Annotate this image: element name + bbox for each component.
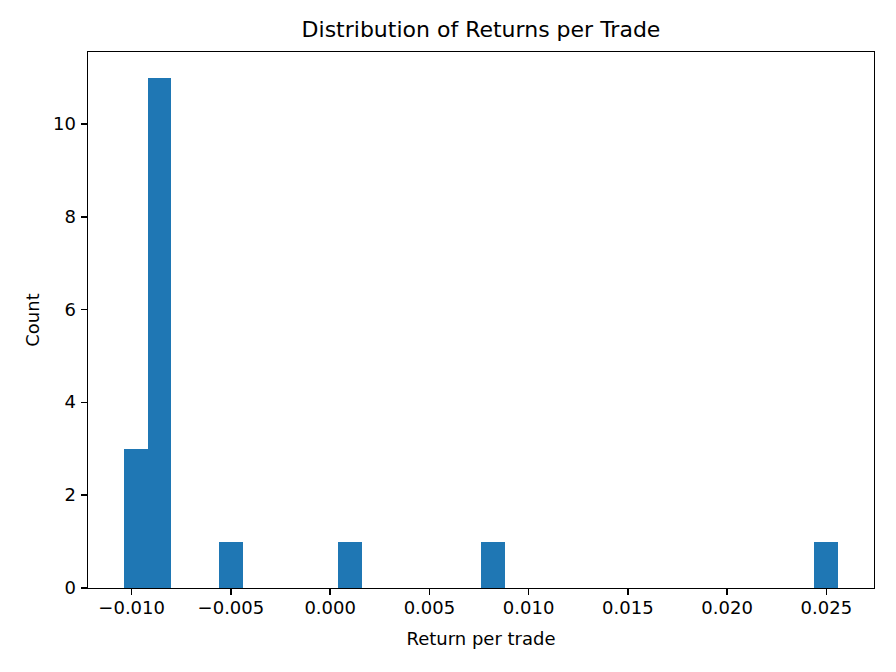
x-tick-label: 0.010 [503, 599, 555, 617]
y-axis-label: Count [22, 293, 44, 346]
x-tick-label: 0.020 [701, 599, 753, 617]
x-tick-label: −0.005 [198, 599, 265, 617]
x-tick-label: 0.000 [304, 599, 356, 617]
x-tick-mark [528, 588, 530, 595]
histogram-bar [148, 78, 172, 588]
x-tick-label: 0.015 [602, 599, 654, 617]
x-tick-mark [329, 588, 331, 595]
x-tick-label: −0.010 [98, 599, 165, 617]
y-tick-label: 8 [65, 208, 76, 226]
y-tick-mark [81, 309, 88, 311]
y-tick-mark [81, 494, 88, 496]
y-tick-label: 10 [53, 115, 76, 133]
histogram-bar [338, 542, 362, 588]
x-tick-mark [826, 588, 828, 595]
y-tick-mark [81, 123, 88, 125]
y-tick-mark [81, 402, 88, 404]
y-tick-label: 4 [65, 393, 76, 411]
figure: Distribution of Returns per Trade −0.010… [0, 0, 896, 672]
y-tick-mark [81, 587, 88, 589]
x-tick-label: 0.025 [801, 599, 853, 617]
x-tick-mark [230, 588, 232, 595]
x-axis-label: Return per trade [87, 628, 875, 650]
x-tick-mark [726, 588, 728, 595]
x-tick-mark [131, 588, 133, 595]
x-tick-label: 0.005 [404, 599, 456, 617]
chart-title: Distribution of Returns per Trade [87, 17, 875, 43]
y-tick-mark [81, 216, 88, 218]
y-tick-label: 2 [65, 486, 76, 504]
y-tick-label: 0 [65, 579, 76, 597]
plot-area: −0.010−0.0050.0000.0050.0100.0150.0200.0… [87, 51, 875, 589]
histogram-bar [814, 542, 838, 588]
histogram-bar [481, 542, 505, 588]
histogram-bar [124, 449, 148, 588]
x-tick-mark [429, 588, 431, 595]
x-tick-mark [627, 588, 629, 595]
histogram-bar [219, 542, 243, 588]
y-tick-label: 6 [65, 301, 76, 319]
